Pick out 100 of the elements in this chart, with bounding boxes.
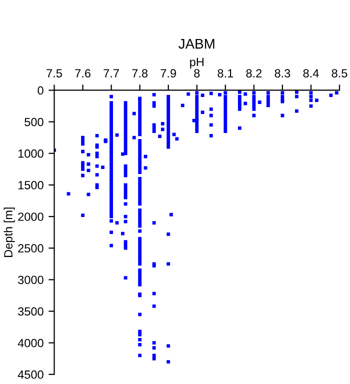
y-tick-label: 1500 bbox=[18, 180, 44, 190]
point bbox=[110, 123, 113, 127]
point bbox=[238, 107, 242, 111]
point bbox=[280, 94, 284, 98]
point bbox=[124, 183, 128, 187]
point bbox=[166, 94, 170, 98]
point bbox=[195, 91, 199, 94]
point bbox=[110, 205, 113, 209]
point bbox=[124, 202, 128, 206]
point bbox=[110, 167, 113, 171]
point bbox=[224, 94, 228, 98]
point bbox=[110, 174, 113, 178]
point bbox=[124, 214, 128, 218]
point bbox=[124, 174, 128, 178]
point bbox=[110, 145, 113, 149]
point bbox=[110, 154, 113, 158]
x-tick-label: 8 bbox=[194, 69, 200, 78]
point bbox=[266, 94, 270, 98]
point bbox=[110, 120, 113, 124]
chart-title: JABM bbox=[178, 39, 214, 49]
point bbox=[280, 114, 284, 118]
point bbox=[110, 161, 113, 165]
point bbox=[195, 120, 199, 124]
x-tick-label: 7.5 bbox=[46, 69, 62, 78]
y-tick-label: 1000 bbox=[18, 149, 44, 158]
point bbox=[110, 94, 113, 98]
point bbox=[224, 91, 228, 94]
point bbox=[309, 94, 313, 98]
point bbox=[124, 240, 128, 244]
point bbox=[124, 196, 128, 200]
point bbox=[124, 152, 128, 156]
x-axis-title: pH bbox=[190, 58, 204, 68]
point bbox=[110, 116, 113, 120]
point bbox=[252, 94, 256, 98]
point bbox=[110, 219, 113, 223]
point bbox=[110, 212, 113, 216]
point bbox=[295, 90, 298, 94]
point bbox=[110, 164, 113, 168]
y-tick-label: 4000 bbox=[18, 338, 44, 348]
point bbox=[110, 176, 113, 180]
point bbox=[110, 180, 113, 184]
point bbox=[110, 104, 113, 108]
y-tick-label: 0 bbox=[38, 86, 44, 95]
point bbox=[195, 94, 199, 98]
y-tick-label: 2000 bbox=[18, 212, 44, 221]
x-tick-label: 7.7 bbox=[104, 69, 119, 78]
point bbox=[252, 107, 256, 111]
y-tick-label: 2500 bbox=[18, 244, 44, 252]
point bbox=[295, 109, 298, 113]
point bbox=[110, 142, 113, 146]
point bbox=[110, 244, 113, 248]
point bbox=[238, 90, 242, 94]
y-tick-label: 3500 bbox=[18, 307, 44, 316]
point bbox=[110, 170, 113, 174]
point bbox=[110, 183, 113, 187]
x-tick-label: 8.1 bbox=[218, 69, 234, 78]
point bbox=[110, 202, 113, 206]
y-tick-label: 3000 bbox=[18, 276, 44, 284]
point bbox=[110, 132, 113, 136]
point bbox=[124, 220, 128, 224]
point bbox=[280, 91, 284, 94]
point bbox=[195, 123, 199, 127]
point bbox=[309, 91, 313, 94]
x-tick-label: 7.9 bbox=[160, 69, 176, 78]
point bbox=[110, 186, 113, 190]
point bbox=[110, 110, 113, 114]
point bbox=[124, 101, 128, 105]
point bbox=[252, 91, 256, 94]
point bbox=[309, 98, 313, 102]
point bbox=[238, 94, 242, 98]
point bbox=[224, 130, 228, 133]
point bbox=[110, 192, 113, 196]
point bbox=[110, 126, 113, 130]
x-tick-label: 8.2 bbox=[246, 69, 262, 78]
point bbox=[110, 107, 113, 111]
x-tick-label: 8.5 bbox=[332, 69, 348, 78]
x-tick-label: 7.6 bbox=[75, 69, 90, 78]
point bbox=[110, 136, 113, 140]
point bbox=[195, 116, 199, 120]
point bbox=[110, 101, 113, 105]
x-tick-label: 8.3 bbox=[274, 69, 290, 78]
point bbox=[195, 130, 199, 133]
point bbox=[238, 126, 242, 130]
y-tick-label: 4500 bbox=[18, 370, 44, 379]
point bbox=[124, 276, 128, 280]
point bbox=[110, 114, 113, 118]
point bbox=[195, 114, 199, 118]
point bbox=[110, 152, 113, 156]
x-tick-label: 7.8 bbox=[132, 69, 148, 78]
point bbox=[252, 114, 256, 118]
point bbox=[166, 145, 170, 149]
point bbox=[110, 214, 113, 218]
point bbox=[266, 104, 270, 108]
point bbox=[110, 196, 113, 200]
x-tick-label: 8.4 bbox=[303, 69, 319, 78]
point bbox=[124, 148, 128, 152]
point bbox=[110, 230, 113, 234]
point bbox=[295, 94, 298, 98]
y-tick-label: 500 bbox=[24, 118, 44, 126]
point bbox=[124, 164, 128, 168]
